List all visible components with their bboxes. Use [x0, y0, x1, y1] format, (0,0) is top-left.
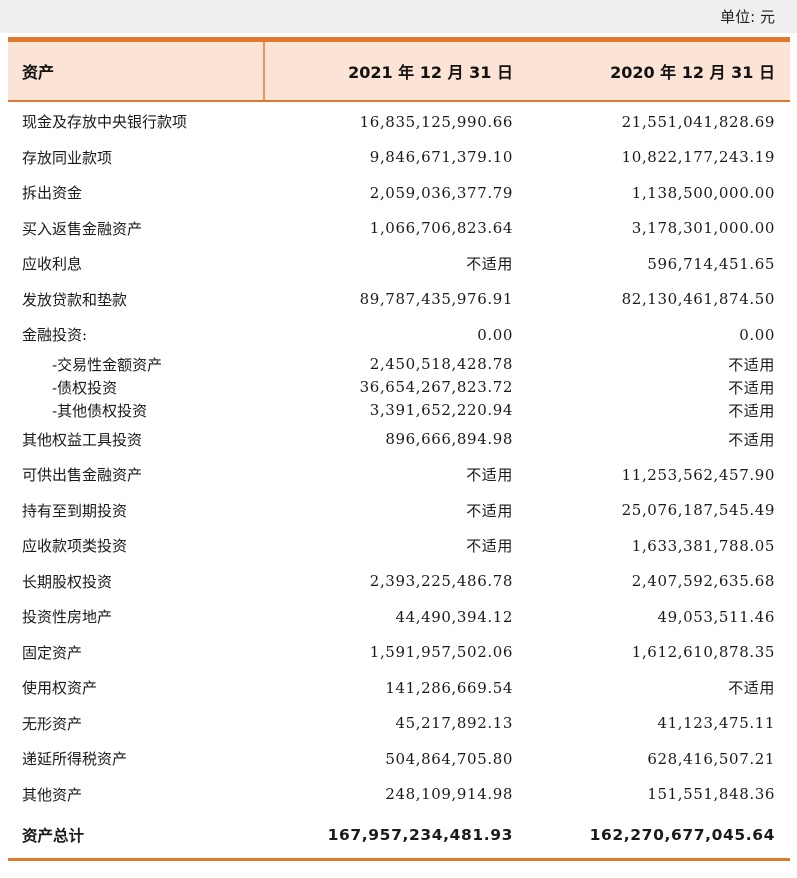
- table-row: 发放贷款和垫款 89,787,435,976.91 82,130,461,874.5…: [8, 282, 790, 318]
- value-2020: 不适用: [728, 679, 775, 698]
- table-row: 存放同业款项 9,846,671,379.10 10,822,177,243.19: [8, 140, 790, 176]
- table-row: 投资性房地产 44,490,394.12 49,053,511.46: [8, 599, 790, 635]
- table-row: 金融投资: 0.00 0.00: [8, 317, 790, 353]
- value-2021: 167,957,234,481.93: [327, 826, 513, 844]
- table-row: 长期股权投资 2,393,225,486.78 2,407,592,635.68: [8, 564, 790, 600]
- row-label: 金融投资:: [22, 326, 88, 345]
- table-row: 拆出资金 2,059,036,377.79 1,138,500,000.00: [8, 175, 790, 211]
- value-2021: 不适用: [466, 537, 513, 556]
- column-header-2020-12-31: 2020 年 12 月 31 日: [610, 63, 775, 82]
- value-2020: 628,416,507.21: [647, 749, 775, 768]
- value-2021: 1,591,957,502.06: [369, 643, 513, 662]
- table-header-row: 资产 2021 年 12 月 31 日 2020 年 12 月 31 日: [8, 37, 790, 102]
- table-row-total: 资产总计 167,957,234,481.93 162,270,677,045.64: [8, 812, 790, 858]
- row-label: 使用权资产: [22, 679, 98, 698]
- row-label: 递延所得税资产: [22, 750, 128, 769]
- row-label: 其他权益工具投资: [22, 430, 143, 449]
- value-2020: 0.00: [739, 325, 775, 344]
- value-2021: 不适用: [466, 466, 513, 485]
- value-2021: 9,846,671,379.10: [369, 148, 513, 167]
- value-2020: 3,178,301,000.00: [631, 219, 775, 238]
- value-2021: 248,109,914.98: [385, 785, 513, 804]
- value-2020: 不适用: [728, 355, 775, 374]
- row-label: 发放贷款和垫款: [22, 290, 128, 309]
- value-2020: 41,123,475.11: [657, 714, 775, 733]
- table-row: 买入返售金融资产 1,066,706,823.64 3,178,301,000.00: [8, 211, 790, 247]
- table-row: 递延所得税资产 504,864,705.80 628,416,507.21: [8, 741, 790, 777]
- value-2021: 3,391,652,220.94: [369, 401, 513, 419]
- value-2021: 36,654,267,823.72: [359, 378, 513, 396]
- value-2020: 不适用: [728, 430, 775, 449]
- value-2021: 2,393,225,486.78: [369, 572, 513, 591]
- value-2021: 不适用: [466, 501, 513, 520]
- row-label: 应收利息: [22, 255, 83, 274]
- value-2020: 不适用: [728, 378, 775, 397]
- unit-label: 单位: 元: [720, 8, 775, 26]
- row-label: 投资性房地产: [22, 608, 113, 627]
- unit-bar: 单位: 元: [0, 0, 797, 33]
- row-label: 长期股权投资: [22, 572, 113, 591]
- row-label: 无形资产: [22, 714, 83, 733]
- value-2020: 2,407,592,635.68: [631, 572, 775, 591]
- row-label: 存放同业款项: [22, 148, 113, 167]
- table-row: 持有至到期投资 不适用 25,076,187,545.49: [8, 493, 790, 529]
- row-label: 其他资产: [22, 785, 83, 804]
- table-row: 使用权资产 141,286,669.54 不适用: [8, 670, 790, 706]
- value-2020: 1,138,500,000.00: [631, 183, 775, 202]
- row-label: 买入返售金融资产: [22, 219, 143, 238]
- row-label: -交易性金额资产: [52, 355, 163, 374]
- row-label: -债权投资: [52, 378, 118, 397]
- value-2021: 不适用: [466, 255, 513, 274]
- table-row: 应收利息 不适用 596,714,451.65: [8, 246, 790, 282]
- value-2020: 不适用: [728, 401, 775, 420]
- table-row: -其他债权投资 3,391,652,220.94 不适用: [8, 399, 790, 422]
- column-header-2021-12-31: 2021 年 12 月 31 日: [348, 63, 513, 82]
- value-2021: 45,217,892.13: [395, 714, 513, 733]
- table-row: 可供出售金融资产 不适用 11,253,562,457.90: [8, 457, 790, 493]
- row-label: 资产总计: [22, 827, 85, 845]
- column-header-assets: 资产: [8, 42, 265, 100]
- value-2020: 151,551,848.36: [647, 785, 775, 804]
- value-2021: 504,864,705.80: [385, 749, 513, 768]
- value-2021: 1,066,706,823.64: [369, 219, 513, 238]
- row-label: 拆出资金: [22, 184, 83, 203]
- table-row: 现金及存放中央银行款项 16,835,125,990.66 21,551,041,8…: [8, 104, 790, 140]
- row-label: 持有至到期投资: [22, 501, 128, 520]
- value-2020: 162,270,677,045.64: [589, 826, 775, 844]
- value-2021: 44,490,394.12: [395, 607, 513, 626]
- table-row: -债权投资 36,654,267,823.72 不适用: [8, 376, 790, 399]
- value-2021: 2,059,036,377.79: [369, 183, 513, 202]
- table-row: 其他资产 248,109,914.98 151,551,848.36: [8, 777, 790, 813]
- value-2020: 1,612,610,878.35: [631, 643, 775, 662]
- value-2020: 10,822,177,243.19: [621, 148, 775, 167]
- row-label: 应收款项类投资: [22, 537, 128, 556]
- table-bottom-rule: [8, 858, 790, 861]
- value-2020: 11,253,562,457.90: [621, 465, 775, 484]
- value-2021: 0.00: [477, 325, 513, 344]
- value-2021: 141,286,669.54: [385, 678, 513, 697]
- balance-sheet-assets-table: 资产 2021 年 12 月 31 日 2020 年 12 月 31 日 现金及…: [8, 37, 790, 861]
- table-row: 固定资产 1,591,957,502.06 1,612,610,878.35: [8, 635, 790, 671]
- table-row: 应收款项类投资 不适用 1,633,381,788.05: [8, 528, 790, 564]
- row-label: 固定资产: [22, 643, 83, 662]
- value-2021: 16,835,125,990.66: [359, 112, 513, 131]
- table-row: -交易性金额资产 2,450,518,428.78 不适用: [8, 353, 790, 376]
- value-2021: 89,787,435,976.91: [359, 290, 513, 309]
- value-2020: 1,633,381,788.05: [631, 536, 775, 555]
- row-label: -其他债权投资: [52, 401, 148, 420]
- table-row: 无形资产 45,217,892.13 41,123,475.11: [8, 706, 790, 742]
- value-2021: 896,666,894.98: [385, 430, 513, 449]
- row-label: 现金及存放中央银行款项: [22, 113, 188, 132]
- value-2020: 25,076,187,545.49: [621, 501, 775, 520]
- value-2020: 49,053,511.46: [657, 607, 775, 626]
- value-2020: 596,714,451.65: [647, 254, 775, 273]
- table-body: 现金及存放中央银行款项 16,835,125,990.66 21,551,041,8…: [8, 102, 790, 858]
- value-2020: 82,130,461,874.50: [621, 290, 775, 309]
- row-label: 可供出售金融资产: [22, 466, 143, 485]
- table-row: 其他权益工具投资 896,666,894.98 不适用: [8, 422, 790, 458]
- value-2021: 2,450,518,428.78: [369, 355, 513, 373]
- value-2020: 21,551,041,828.69: [621, 112, 775, 131]
